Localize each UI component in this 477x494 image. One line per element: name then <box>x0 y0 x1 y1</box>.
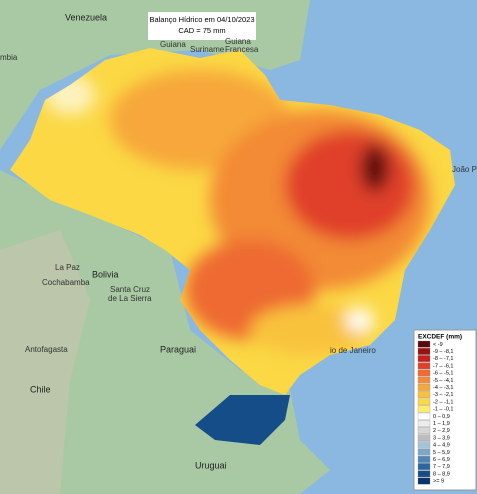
place-label: La Paz <box>55 263 80 272</box>
legend-title: EXCDEF (mm) <box>418 334 462 341</box>
legend-swatch <box>417 456 431 463</box>
legend-swatch <box>417 376 431 384</box>
place-label: Cochabamba <box>42 278 90 287</box>
legend-swatch <box>417 448 431 456</box>
legend-label: -7 – -6,1 <box>433 363 453 369</box>
legend-swatch <box>417 420 431 427</box>
place-label: Guiana <box>225 37 251 46</box>
legend-swatch <box>417 470 431 478</box>
legend-label: -9 – -8,1 <box>433 349 453 355</box>
legend-label: -8 – -7,1 <box>433 356 453 362</box>
legend-swatch <box>417 463 431 470</box>
place-label: Bolivia <box>92 269 119 279</box>
title-box <box>148 12 256 40</box>
place-label: Suriname <box>190 45 225 54</box>
andes <box>0 230 90 494</box>
wet-region <box>195 395 290 445</box>
legend-label: -2 – -1,1 <box>433 399 453 405</box>
place-label: mbia <box>0 53 18 62</box>
legend-swatch <box>417 362 431 370</box>
legend-label: -1 – -0,1 <box>433 407 453 413</box>
legend-label: 5 – 5,9 <box>433 450 450 456</box>
place-label: Antofagasta <box>25 345 68 354</box>
legend-label: -6 – -5,1 <box>433 371 453 377</box>
legend-label: 8 – 8,9 <box>433 471 450 477</box>
legend: EXCDEF (mm) < -9-9 – -8,1-8 – -7,1-7 – -… <box>413 329 477 491</box>
place-label: Chile <box>30 384 51 394</box>
legend-label: -4 – -3,1 <box>433 385 453 391</box>
legend-swatch <box>417 441 431 449</box>
legend-label: < -9 <box>433 342 443 348</box>
legend-label: 0 – 0,9 <box>433 414 450 420</box>
legend-label: 2 – 2,9 <box>433 428 450 434</box>
legend-label: 7 – 7,9 <box>433 464 450 470</box>
land <box>0 0 330 494</box>
legend-swatch <box>417 398 431 406</box>
place-label: Guiana <box>160 40 186 49</box>
legend-label: 3 – 3,9 <box>433 435 450 441</box>
place-label: Paraguai <box>160 344 196 354</box>
legend-label: 4 – 4,9 <box>433 443 450 449</box>
place-label: de La Sierra <box>108 294 152 303</box>
legend-swatch <box>417 427 431 434</box>
legend-swatch <box>417 391 431 398</box>
place-label: Santa Cruz <box>110 285 150 294</box>
place-label: Uruguai <box>195 460 227 470</box>
place-label: João Pe <box>452 165 477 174</box>
legend-swatch <box>417 384 431 391</box>
legend-label: 6 – 6,9 <box>433 457 450 463</box>
legend-label: >= 9 <box>433 479 444 485</box>
legend-label: -3 – -2,1 <box>433 392 453 398</box>
legend-swatch <box>417 412 431 420</box>
legend-swatch <box>417 355 431 362</box>
place-label: Francesa <box>225 45 259 54</box>
legend-swatch <box>417 477 431 485</box>
title: Balanço Hídrico em 04/10/2023 <box>149 15 254 24</box>
legend-swatch <box>417 434 431 442</box>
place-label: Venezuela <box>65 12 107 22</box>
legend-swatch <box>417 405 431 413</box>
legend-label: 1 – 1,9 <box>433 421 450 427</box>
legend-swatch <box>417 369 431 377</box>
subtitle: CAD = 75 mm <box>178 26 225 35</box>
legend-label: -5 – -4,1 <box>433 378 453 384</box>
legend-swatch <box>417 340 431 348</box>
legend-swatch <box>417 348 431 355</box>
place-label: io de Janeiro <box>330 346 376 355</box>
